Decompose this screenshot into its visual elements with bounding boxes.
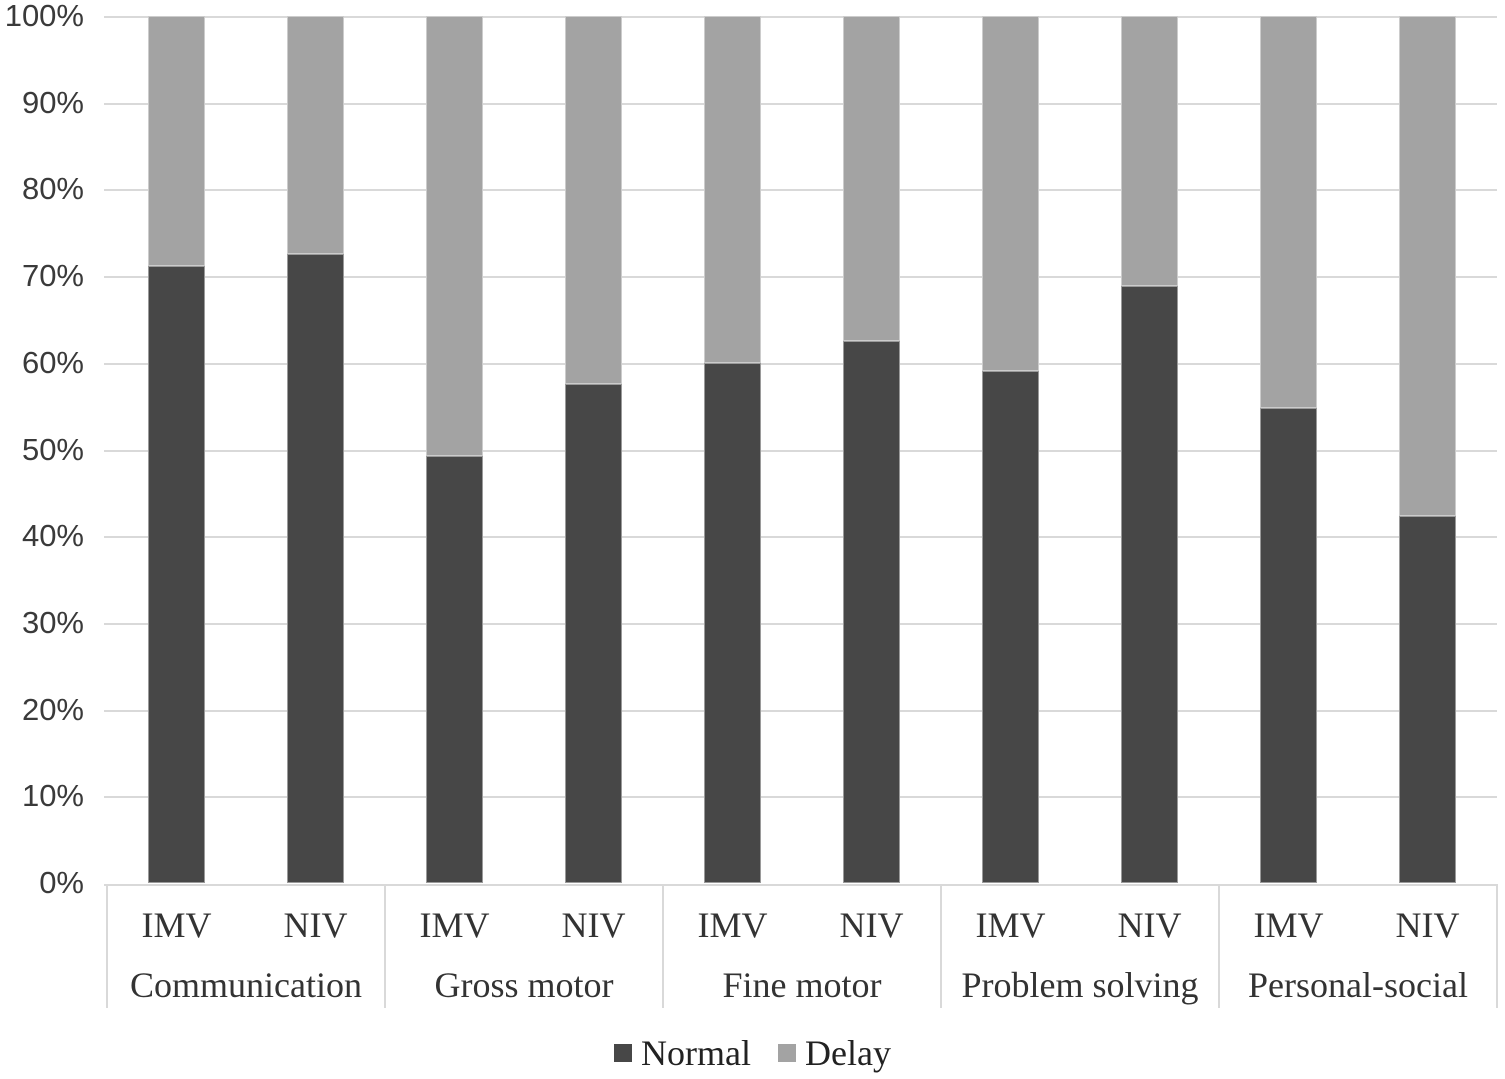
bar-segment-delay xyxy=(982,16,1039,372)
x-axis-tick-label: IMV xyxy=(419,905,490,945)
y-axis-tick-label: 100% xyxy=(4,0,84,33)
category-label: Personal-social xyxy=(1248,965,1468,1005)
legend-label-delay: Delay xyxy=(805,1033,891,1073)
gridline xyxy=(104,16,1497,18)
x-axis-tick-label: IMV xyxy=(1253,905,1324,945)
legend: Normal Delay xyxy=(0,1033,1505,1073)
x-axis-tick-label: IMV xyxy=(141,905,212,945)
legend-label-normal: Normal xyxy=(641,1033,751,1073)
gridline xyxy=(104,622,1497,625)
gridline xyxy=(104,102,1497,105)
gridline xyxy=(104,276,1497,279)
bar-segment-normal xyxy=(565,383,622,883)
x-axis-tick-label: NIV xyxy=(561,905,626,945)
bar-segment-delay xyxy=(287,16,344,254)
gridline xyxy=(104,796,1497,799)
bar-segment-normal xyxy=(982,371,1039,883)
category-label: Communication xyxy=(130,965,362,1005)
x-axis-line xyxy=(104,884,1497,886)
y-axis-tick-label: 80% xyxy=(21,171,84,207)
gridline xyxy=(104,189,1497,192)
x-axis-tick-label: IMV xyxy=(975,905,1046,945)
y-axis-tick-label: 60% xyxy=(21,344,84,380)
category-divider xyxy=(106,884,108,1008)
gridline xyxy=(104,709,1497,712)
bar-segment-normal xyxy=(1121,285,1178,883)
x-axis-tick-label: NIV xyxy=(283,905,348,945)
category-divider xyxy=(940,884,942,1008)
legend-item-normal: Normal xyxy=(614,1033,751,1073)
bar-segment-normal xyxy=(704,362,761,883)
category-divider xyxy=(384,884,386,1008)
bar-segment-delay xyxy=(426,16,483,456)
category-divider xyxy=(1218,884,1220,1008)
gridline xyxy=(104,536,1497,539)
y-axis-tick-label: 70% xyxy=(21,258,84,294)
gridline xyxy=(104,449,1497,452)
y-axis-tick-label: 50% xyxy=(21,431,84,467)
bar-segment-normal xyxy=(287,253,344,883)
y-axis-tick-label: 90% xyxy=(21,84,84,120)
bar-segment-normal xyxy=(426,455,483,883)
y-axis-tick-label: 20% xyxy=(21,691,84,727)
bar-segment-normal xyxy=(843,341,900,883)
category-label: Fine motor xyxy=(722,965,882,1005)
category-divider xyxy=(1496,884,1498,1008)
x-axis-tick-label: IMV xyxy=(697,905,768,945)
bar-segment-normal xyxy=(148,265,205,883)
legend-item-delay: Delay xyxy=(778,1033,891,1073)
x-axis-tick-label: NIV xyxy=(1117,905,1182,945)
y-axis-tick-label: 10% xyxy=(21,778,84,814)
bar-segment-delay xyxy=(1399,16,1456,517)
bar-segment-delay xyxy=(148,16,205,266)
bar-segment-delay xyxy=(1121,16,1178,286)
bar-segment-delay xyxy=(1260,16,1317,408)
bar-segment-normal xyxy=(1260,407,1317,883)
legend-swatch-normal-icon xyxy=(614,1044,633,1062)
legend-swatch-delay-icon xyxy=(778,1044,796,1062)
category-divider xyxy=(662,884,664,1008)
bar-segment-delay xyxy=(704,16,761,363)
y-axis-tick-label: 30% xyxy=(21,604,84,640)
y-axis-tick-label: 40% xyxy=(21,518,84,554)
bar-segment-normal xyxy=(1399,516,1456,883)
y-axis-tick-label: 0% xyxy=(39,865,84,900)
gridline xyxy=(104,362,1497,365)
x-axis-tick-label: NIV xyxy=(1395,905,1460,945)
bar-segment-delay xyxy=(843,16,900,342)
x-axis-tick-label: NIV xyxy=(839,905,904,945)
category-label: Gross motor xyxy=(434,965,614,1005)
category-label: Problem solving xyxy=(961,965,1199,1005)
bar-segment-delay xyxy=(565,16,622,384)
